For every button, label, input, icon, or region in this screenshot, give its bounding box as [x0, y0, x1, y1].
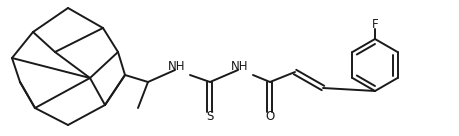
- Text: O: O: [265, 110, 274, 123]
- Text: F: F: [371, 18, 377, 30]
- Text: NH: NH: [168, 61, 185, 73]
- Text: NH: NH: [231, 61, 248, 73]
- Text: S: S: [206, 110, 213, 123]
